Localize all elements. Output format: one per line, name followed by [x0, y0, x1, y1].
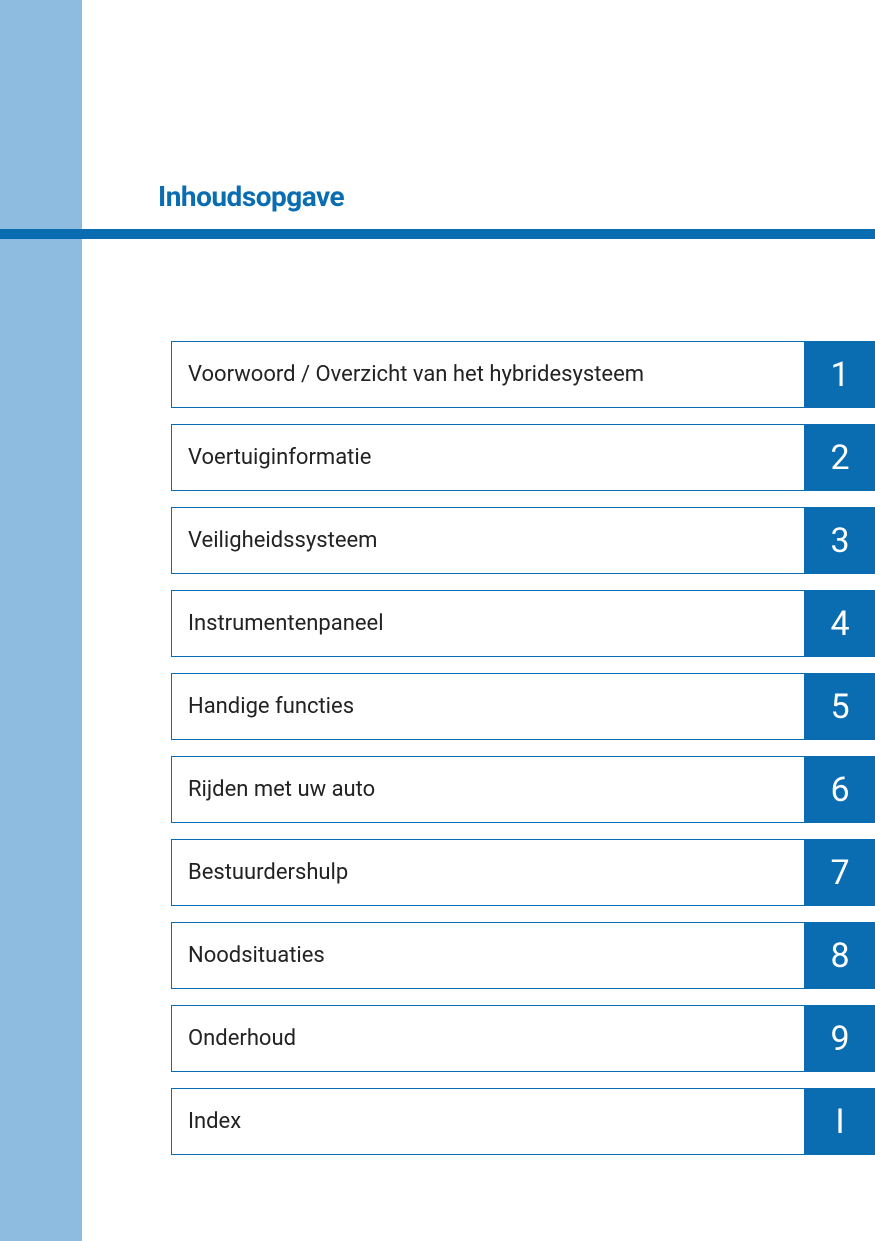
left-sidebar	[0, 0, 82, 1241]
page-title: Inhoudsopgave	[158, 180, 344, 213]
toc-label: Veiligheidssysteem	[171, 507, 805, 574]
toc-number: 2	[805, 424, 875, 491]
separator-line	[0, 229, 875, 239]
toc-item-8[interactable]: Noodsituaties 8	[171, 922, 875, 989]
toc-item-9[interactable]: Onderhoud 9	[171, 1005, 875, 1072]
toc-number: 7	[805, 839, 875, 906]
toc-item-index[interactable]: Index I	[171, 1088, 875, 1155]
toc-item-3[interactable]: Veiligheidssysteem 3	[171, 507, 875, 574]
toc-label: Noodsituaties	[171, 922, 805, 989]
toc-number: 3	[805, 507, 875, 574]
toc-label: Rijden met uw auto	[171, 756, 805, 823]
toc-label: Voertuiginformatie	[171, 424, 805, 491]
toc-item-7[interactable]: Bestuurdershulp 7	[171, 839, 875, 906]
toc-item-5[interactable]: Handige functies 5	[171, 673, 875, 740]
toc-item-6[interactable]: Rijden met uw auto 6	[171, 756, 875, 823]
toc-label: Bestuurdershulp	[171, 839, 805, 906]
toc-number: 4	[805, 590, 875, 657]
toc-label: Voorwoord / Overzicht van het hybridesys…	[171, 341, 805, 408]
toc-number: 8	[805, 922, 875, 989]
toc-item-4[interactable]: Instrumentenpaneel 4	[171, 590, 875, 657]
toc-item-1[interactable]: Voorwoord / Overzicht van het hybridesys…	[171, 341, 875, 408]
toc-label: Onderhoud	[171, 1005, 805, 1072]
toc-label: Index	[171, 1088, 805, 1155]
toc-container: Voorwoord / Overzicht van het hybridesys…	[171, 341, 875, 1171]
toc-label: Handige functies	[171, 673, 805, 740]
toc-number: 1	[805, 341, 875, 408]
toc-number: 5	[805, 673, 875, 740]
toc-label: Instrumentenpaneel	[171, 590, 805, 657]
toc-number: 6	[805, 756, 875, 823]
toc-number: 9	[805, 1005, 875, 1072]
toc-item-2[interactable]: Voertuiginformatie 2	[171, 424, 875, 491]
toc-number: I	[805, 1088, 875, 1155]
